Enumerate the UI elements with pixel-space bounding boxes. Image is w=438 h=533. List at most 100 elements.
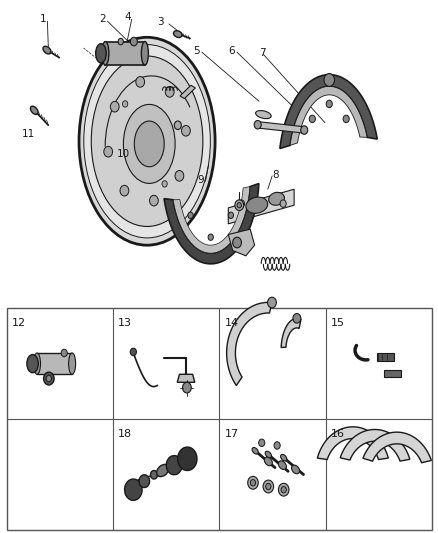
Bar xyxy=(376,353,393,361)
Circle shape xyxy=(265,483,270,490)
Circle shape xyxy=(165,86,174,97)
Circle shape xyxy=(228,212,233,219)
Bar xyxy=(7,308,431,530)
Circle shape xyxy=(343,115,349,123)
Circle shape xyxy=(149,195,158,206)
Text: 9: 9 xyxy=(197,175,204,185)
Circle shape xyxy=(181,125,190,136)
Text: 8: 8 xyxy=(272,170,279,180)
Circle shape xyxy=(254,120,261,129)
Text: 4: 4 xyxy=(124,12,131,21)
Ellipse shape xyxy=(291,465,299,474)
Polygon shape xyxy=(226,302,272,385)
Text: 12: 12 xyxy=(12,318,26,328)
Ellipse shape xyxy=(245,197,267,213)
Circle shape xyxy=(292,313,300,323)
Polygon shape xyxy=(228,229,254,256)
Polygon shape xyxy=(280,318,300,348)
Circle shape xyxy=(46,375,51,382)
Text: 2: 2 xyxy=(99,14,106,24)
Circle shape xyxy=(174,121,181,130)
Polygon shape xyxy=(317,427,388,459)
Text: 7: 7 xyxy=(258,48,265,58)
Circle shape xyxy=(120,185,128,196)
Ellipse shape xyxy=(150,471,157,479)
Ellipse shape xyxy=(102,42,109,65)
Ellipse shape xyxy=(124,479,142,500)
Circle shape xyxy=(234,200,243,211)
Text: 6: 6 xyxy=(228,46,235,55)
Circle shape xyxy=(300,126,307,134)
Circle shape xyxy=(232,237,241,248)
Ellipse shape xyxy=(79,37,215,245)
Circle shape xyxy=(237,203,241,208)
Circle shape xyxy=(308,115,314,123)
Circle shape xyxy=(279,200,286,207)
Bar xyxy=(105,42,145,65)
Text: 1: 1 xyxy=(39,14,46,24)
Polygon shape xyxy=(339,430,409,461)
Circle shape xyxy=(175,171,184,181)
Circle shape xyxy=(267,297,276,308)
Circle shape xyxy=(135,77,144,87)
Text: 5: 5 xyxy=(193,46,200,55)
Circle shape xyxy=(43,372,54,385)
Ellipse shape xyxy=(141,42,148,65)
Ellipse shape xyxy=(265,451,271,458)
Circle shape xyxy=(103,147,112,157)
Circle shape xyxy=(278,483,288,496)
Circle shape xyxy=(110,101,119,112)
Ellipse shape xyxy=(268,192,284,205)
Ellipse shape xyxy=(278,461,286,470)
Ellipse shape xyxy=(30,106,38,115)
Ellipse shape xyxy=(33,353,40,374)
Polygon shape xyxy=(173,187,249,253)
Circle shape xyxy=(325,100,332,108)
Text: 13: 13 xyxy=(118,318,132,328)
Circle shape xyxy=(280,487,286,493)
Circle shape xyxy=(118,38,123,45)
Circle shape xyxy=(247,477,258,489)
Polygon shape xyxy=(228,189,293,224)
Circle shape xyxy=(187,212,193,219)
Circle shape xyxy=(182,382,191,393)
Text: 16: 16 xyxy=(331,429,344,439)
Ellipse shape xyxy=(264,457,272,466)
Circle shape xyxy=(130,37,137,46)
Ellipse shape xyxy=(251,448,258,454)
Text: 3: 3 xyxy=(156,18,163,27)
Ellipse shape xyxy=(280,455,286,461)
Circle shape xyxy=(258,439,264,447)
Ellipse shape xyxy=(68,353,75,374)
Circle shape xyxy=(208,234,213,240)
Text: 18: 18 xyxy=(118,429,132,439)
Circle shape xyxy=(130,348,136,356)
Polygon shape xyxy=(279,75,376,149)
Circle shape xyxy=(250,480,255,486)
Ellipse shape xyxy=(27,354,38,373)
Ellipse shape xyxy=(84,45,210,238)
Bar xyxy=(37,353,72,374)
Ellipse shape xyxy=(43,46,51,54)
Text: 11: 11 xyxy=(22,130,35,139)
Circle shape xyxy=(323,74,334,86)
Circle shape xyxy=(262,480,273,493)
Circle shape xyxy=(273,442,279,449)
Ellipse shape xyxy=(91,56,202,227)
Circle shape xyxy=(61,349,67,357)
Circle shape xyxy=(122,101,127,107)
Text: 14: 14 xyxy=(224,318,238,328)
Polygon shape xyxy=(180,85,195,99)
Ellipse shape xyxy=(139,475,149,488)
Text: 17: 17 xyxy=(224,429,238,439)
Ellipse shape xyxy=(95,44,106,63)
Bar xyxy=(383,370,400,377)
Text: 10: 10 xyxy=(116,149,129,158)
Polygon shape xyxy=(256,122,304,133)
Text: 15: 15 xyxy=(331,318,344,328)
Polygon shape xyxy=(164,183,258,264)
Ellipse shape xyxy=(166,456,182,475)
Polygon shape xyxy=(177,374,194,382)
Polygon shape xyxy=(290,86,366,146)
Ellipse shape xyxy=(173,31,182,37)
